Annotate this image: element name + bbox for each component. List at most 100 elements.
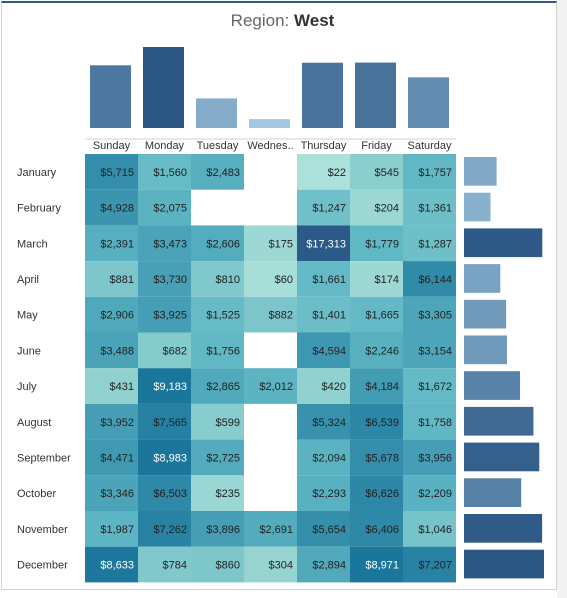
- cell-value-label: $8,971: [365, 560, 399, 572]
- cell-value-label: $2,391: [100, 238, 134, 250]
- cell-value-label: $2,691: [259, 524, 293, 536]
- cell-value-label: $3,730: [153, 274, 187, 286]
- row-total-bar: [464, 478, 522, 507]
- heatmap-cell: [350, 261, 403, 297]
- row-total-bar: [464, 514, 543, 543]
- heatmap-cell: [244, 368, 297, 404]
- cell-value-label: $882: [269, 310, 293, 322]
- heatmap-cell: [191, 368, 244, 404]
- cell-value-label: $304: [269, 560, 293, 572]
- cell-value-label: $1,046: [418, 524, 452, 536]
- column-total-bar: [408, 77, 449, 128]
- row-total-bar: [464, 549, 544, 579]
- cell-value-label: $2,606: [206, 238, 240, 250]
- heatmap-cell: [350, 189, 403, 226]
- row-label: December: [17, 560, 68, 572]
- cell-value-label: $3,925: [153, 310, 187, 322]
- heatmap-cell: [403, 546, 456, 583]
- cell-value-label: $2,012: [259, 381, 293, 393]
- heatmap-cell: [85, 368, 138, 404]
- row-total-bar: [464, 264, 501, 293]
- heatmap-cell: [403, 475, 456, 511]
- heatmap-cell: [138, 225, 191, 262]
- cell-value-label: $2,246: [365, 345, 399, 357]
- cell-value-label: $7,565: [153, 417, 187, 429]
- row-total-bar: [464, 157, 497, 186]
- heatmap-cell: [138, 439, 191, 476]
- heatmap-cell: [85, 225, 138, 262]
- cell-value-label: $1,665: [365, 310, 399, 322]
- row-label: May: [17, 310, 38, 322]
- heatmap-cell: [350, 296, 403, 333]
- column-header: Monday: [145, 140, 185, 152]
- cell-value-label: $1,287: [418, 238, 452, 250]
- heatmap-cell: [297, 475, 350, 511]
- cell-value-label: $2,094: [312, 452, 346, 464]
- cell-value-label: $881: [110, 274, 134, 286]
- heatmap-cell: [138, 296, 191, 333]
- cell-value-label: $5,654: [312, 524, 346, 536]
- row-total-bar: [464, 335, 507, 365]
- heatmap-cell: [297, 225, 350, 262]
- cell-value-label: $5,678: [365, 452, 399, 464]
- heatmap-cell: [191, 261, 244, 297]
- heatmap-cell: [403, 261, 456, 297]
- row-label: October: [17, 488, 56, 500]
- heatmap-cell: [297, 439, 350, 476]
- column-header: Friday: [361, 140, 392, 152]
- cell-value-label: $3,154: [418, 345, 452, 357]
- heatmap-cell: [403, 511, 456, 547]
- cell-value-label: $17,313: [306, 238, 346, 250]
- cell-value-label: $1,661: [312, 274, 346, 286]
- row-total-bar: [464, 442, 540, 472]
- column-header: Thursday: [301, 140, 347, 152]
- heatmap-cell: [244, 296, 297, 333]
- row-label: July: [17, 381, 37, 393]
- cell-value-label: $431: [110, 381, 134, 393]
- heatmap-cell: [297, 261, 350, 297]
- title-prefix: Region:: [230, 11, 290, 30]
- row-total-bar: [464, 406, 534, 436]
- cell-value-label: $4,594: [312, 345, 346, 357]
- cell-value-label: $3,956: [418, 452, 452, 464]
- heatmap-cell: [85, 332, 138, 369]
- title-region: West: [294, 11, 335, 30]
- heatmap-cell: [85, 154, 138, 190]
- column-total-bar: [302, 62, 343, 129]
- cell-value-label: $235: [216, 488, 240, 500]
- cell-value-label: $22: [328, 167, 346, 179]
- cell-value-label: $1,758: [418, 417, 452, 429]
- column-total-bar: [143, 47, 184, 128]
- cell-value-label: $6,503: [153, 488, 187, 500]
- cell-value-label: $1,757: [418, 167, 452, 179]
- heatmap-cell: [244, 261, 297, 297]
- heatmap-cell: [191, 296, 244, 333]
- cell-value-label: $1,361: [418, 203, 452, 215]
- cell-value-label: $7,262: [153, 524, 187, 536]
- row-label: January: [17, 167, 57, 179]
- heatmap-cell: [350, 439, 403, 476]
- heatmap-cell: [403, 368, 456, 404]
- heatmap-cell: [350, 511, 403, 547]
- cell-value-label: $2,483: [206, 167, 240, 179]
- cell-value-label: $3,346: [100, 488, 134, 500]
- cell-value-label: $5,324: [312, 417, 346, 429]
- heatmap-cell: [191, 546, 244, 583]
- cell-value-label: $2,075: [153, 203, 187, 215]
- heatmap-cell: [297, 368, 350, 404]
- row-label: November: [17, 524, 68, 536]
- column-header: Wednes..: [247, 140, 293, 152]
- heatmap-cell: [244, 511, 297, 547]
- heatmap-cell: [191, 439, 244, 476]
- cell-value-label: $6,626: [365, 488, 399, 500]
- chart-title: Region: West: [0, 11, 565, 31]
- heatmap-cell: [138, 403, 191, 440]
- cell-value-label: $2,906: [100, 310, 134, 322]
- heatmap-cell: [350, 475, 403, 511]
- cell-value-label: $1,672: [418, 381, 452, 393]
- scrollbar[interactable]: [557, 0, 567, 598]
- heatmap-cell: [350, 154, 403, 190]
- cell-value-label: $3,896: [206, 524, 240, 536]
- cell-value-label: $3,952: [100, 417, 134, 429]
- heatmap-cell: [297, 511, 350, 547]
